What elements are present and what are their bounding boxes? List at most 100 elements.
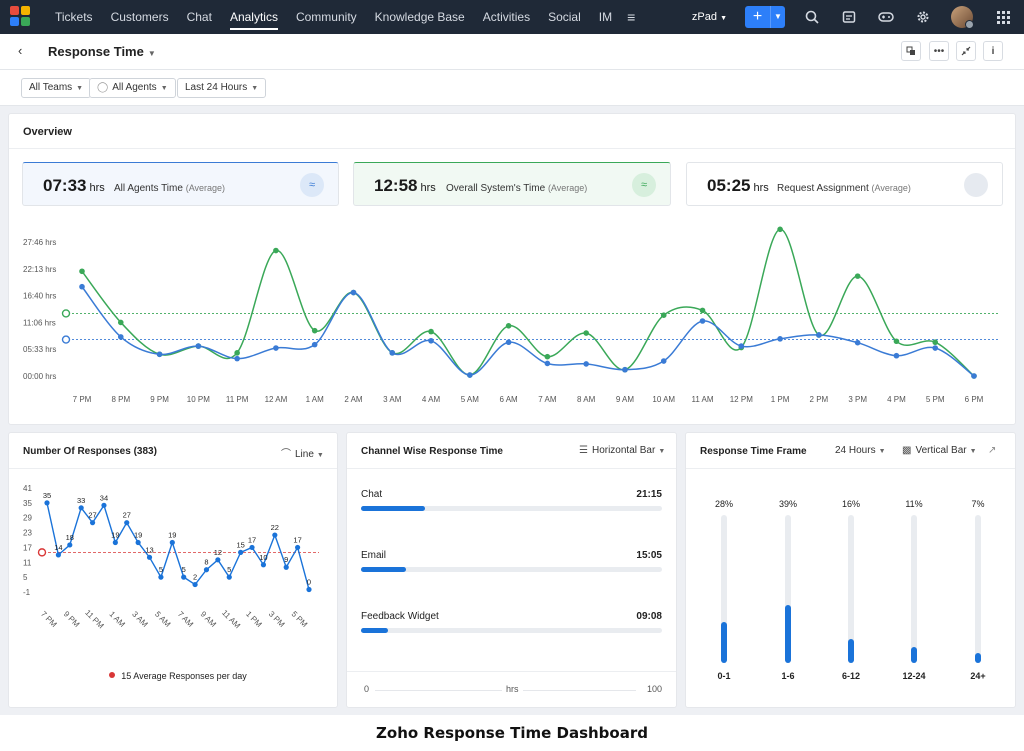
stat-value-text: 07:33 [43, 176, 87, 195]
bar[interactable] [721, 621, 727, 663]
channel-bar-track[interactable] [361, 567, 662, 572]
bar[interactable] [848, 639, 854, 663]
data-point [146, 554, 153, 560]
bar-track[interactable] [785, 515, 791, 663]
teams-filter[interactable]: All Teams ▼ [21, 78, 92, 98]
data-point [89, 520, 96, 526]
y-tick-label: 41 [23, 484, 32, 493]
chart-type-select[interactable]: ☰ Horizontal Bar ▼ [579, 445, 665, 456]
channel-value: 09:08 [636, 611, 662, 622]
channel-label: Chat [361, 489, 383, 500]
data-point [192, 581, 198, 588]
data-label: 27 [88, 511, 96, 520]
chart-type-select[interactable]: ⌒ Line ▼ [281, 445, 324, 460]
bar-track[interactable] [975, 515, 981, 663]
data-point [79, 283, 85, 290]
x-tick-label: 5 PM [926, 395, 945, 404]
stat-card-system[interactable]: 12:58 hrs Overall System's Time (Average)… [353, 162, 671, 206]
app-logo-icon[interactable] [10, 6, 32, 28]
data-point [215, 557, 221, 563]
new-button[interactable]: + ▼ [745, 6, 785, 28]
data-label: 35 [43, 491, 51, 500]
divider [9, 148, 1015, 149]
data-point [467, 372, 473, 378]
compose-icon[interactable] [840, 8, 858, 26]
data-point [699, 307, 706, 314]
bar-track[interactable] [721, 515, 727, 663]
channel-bar[interactable] [361, 567, 407, 572]
data-point [971, 373, 977, 379]
channel-bar[interactable] [361, 506, 425, 511]
timeframe-column: 39% 1-6 [768, 493, 808, 707]
info-icon[interactable]: i [983, 41, 1003, 61]
tab-social[interactable]: Social [548, 10, 581, 24]
expand-icon[interactable]: ↗ [988, 445, 997, 456]
chevron-down-icon: ▼ [878, 448, 886, 455]
tab-chat[interactable]: Chat [186, 10, 212, 24]
channel-title: Channel Wise Response Time [361, 446, 503, 457]
plus-icon[interactable]: + [745, 6, 771, 28]
bar[interactable] [975, 652, 981, 663]
tab-community[interactable]: Community [295, 10, 357, 24]
tab-activities[interactable]: Activities [482, 10, 531, 24]
teams-filter-label: All Teams [29, 82, 73, 93]
stat-label-text: Overall System's Time [446, 183, 546, 194]
bar[interactable] [911, 646, 917, 663]
export-icon[interactable] [901, 41, 921, 61]
collapse-icon[interactable] [956, 41, 976, 61]
gamepad-icon[interactable] [877, 8, 895, 26]
headset-icon: ◯ [97, 82, 109, 93]
bar-track[interactable] [848, 515, 854, 663]
search-icon[interactable] [803, 8, 821, 26]
data-point [181, 574, 187, 580]
bar-chart-icon: ☰ [579, 445, 588, 456]
channel-bar[interactable] [361, 628, 389, 633]
chevron-down-icon[interactable]: ▼ [774, 12, 782, 21]
apps-grid-icon[interactable] [997, 10, 1010, 24]
divider [9, 468, 337, 469]
series-line [81, 228, 975, 377]
agents-filter[interactable]: ◯ All Agents ▼ [89, 78, 176, 98]
tab-tickets[interactable]: Tickets [55, 10, 93, 24]
data-point [117, 319, 124, 326]
channel-bar-track[interactable] [361, 628, 662, 633]
average-marker [61, 335, 71, 344]
period-select[interactable]: 24 Hours ▼ [835, 445, 886, 456]
y-tick-label: 05:33 hrs [23, 345, 56, 354]
image-caption: Zoho Response Time Dashboard [0, 715, 1024, 751]
stat-card-assignment[interactable]: 05:25 hrs Request Assignment (Average) [686, 162, 1003, 206]
x-tick-label: 3 PM [848, 395, 867, 404]
back-arrow-icon[interactable]: ‹ [18, 43, 23, 58]
data-label: 17 [248, 535, 256, 544]
stat-sub: (Average) [871, 183, 911, 193]
bar-track[interactable] [911, 515, 917, 663]
y-tick-label: 00:00 hrs [23, 372, 56, 381]
more-options-icon[interactable]: ••• [929, 41, 949, 61]
page-title[interactable]: Response Time ▼ [48, 44, 156, 59]
data-point [135, 539, 141, 546]
data-label: 19 [111, 530, 119, 539]
tab-customers[interactable]: Customers [110, 10, 169, 24]
tab-im[interactable]: IM [598, 10, 613, 24]
data-point [79, 268, 85, 275]
avatar[interactable] [951, 6, 974, 29]
data-point [311, 327, 318, 334]
y-tick-label: 29 [23, 514, 32, 523]
data-label: 5 [182, 565, 186, 574]
channel-bar-track[interactable] [361, 506, 662, 511]
data-label: 15 [236, 540, 244, 549]
portal-switcher[interactable]: zPad ▼ [692, 11, 727, 23]
tab-knowledge-base[interactable]: Knowledge Base [374, 10, 465, 24]
more-tabs-icon[interactable]: ≡ [627, 9, 636, 25]
stat-card-agents[interactable]: 07:33 hrs All Agents Time (Average) ≈ [22, 162, 339, 206]
chart-type-select[interactable]: ▩ Vertical Bar ▼ [902, 445, 977, 456]
chevron-down-icon: ▼ [969, 448, 977, 455]
x-tick-label: 7 PM [39, 609, 59, 629]
bar[interactable] [785, 605, 791, 663]
y-tick-label: 22:13 hrs [23, 265, 56, 274]
tab-analytics[interactable]: Analytics [221, 0, 287, 34]
gear-icon[interactable] [914, 8, 932, 26]
period-filter[interactable]: Last 24 Hours ▼ [177, 78, 267, 98]
x-tick-label: 1 AM [306, 395, 325, 404]
x-tick-label: 1 PM [244, 609, 264, 629]
